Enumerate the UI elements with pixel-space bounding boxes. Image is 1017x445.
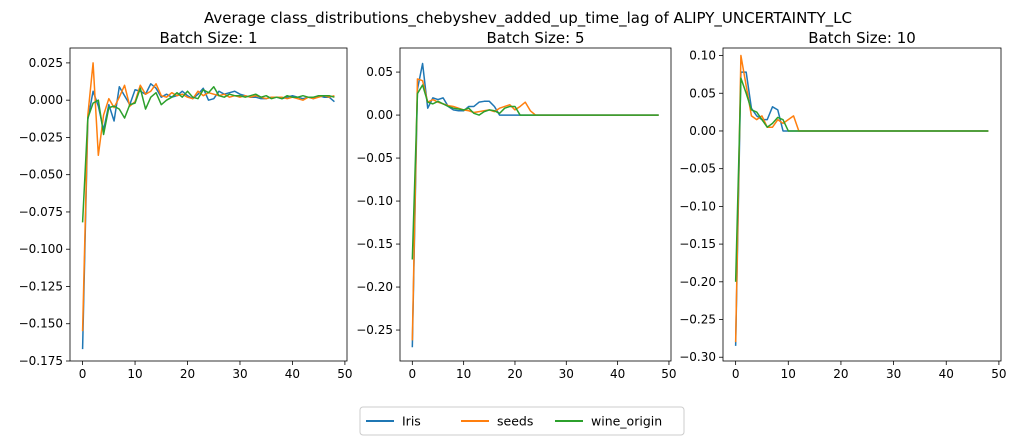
x-tick-label: 20 [507,367,522,381]
subplot-title: Batch Size: 1 [159,29,257,47]
legend-item: Iris [366,414,421,429]
y-tick-label: 0.05 [366,65,393,79]
series-group [411,62,659,348]
y-tick-label: −0.20 [679,275,716,289]
x-tick-label: 10 [456,367,471,381]
y-tick-label: −0.15 [679,237,716,251]
axes-frame [722,47,1002,362]
subplot-2: Batch Size: 5 0 10 20 30 40 50 −0.25 −0.20 −0.15 −… [356,29,676,381]
y-tick-label: −0.175 [19,354,63,368]
legend-label: wine_origin [591,414,662,429]
y-tick-label: 0.000 [29,93,63,107]
axes-frame [399,47,672,362]
x-tick-label: 10 [781,367,796,381]
series-line-seeds [411,78,659,341]
series-line-wine-origin [734,77,989,282]
subplot-title: Batch Size: 10 [808,29,916,47]
x-tick-label: 40 [285,367,300,381]
y-tick-label: −0.20 [356,280,393,294]
series-line-iris [81,83,335,350]
subplot-1: Batch Size: 1 0 10 20 30 40 50 −0.175 −0.150 −0.1… [19,29,353,381]
x-tick-label: 40 [939,367,954,381]
subplot-title: Batch Size: 5 [486,29,584,47]
y-tick-label: 0.10 [689,49,716,63]
x-tick-label: 50 [661,367,676,381]
series-line-seeds [81,62,335,332]
legend-box [359,406,685,436]
legend-item: wine_origin [555,414,662,429]
axes-frame [69,47,348,362]
y-tick-label: −0.075 [19,205,63,219]
series-line-wine-origin [411,84,659,260]
y-tick-label: 0.025 [29,56,63,70]
series-group [81,62,335,350]
y-tick-label: 0.00 [366,108,393,122]
y-tick-label: −0.30 [679,350,716,364]
x-tick-label: 10 [127,367,142,381]
x-tick-label: 30 [232,367,247,381]
y-tick-label: −0.15 [356,237,393,251]
y-tick-label: −0.25 [679,313,716,327]
x-tick-label: 20 [180,367,195,381]
legend-label: seeds [497,414,533,429]
x-tick-label: 30 [886,367,901,381]
y-tick-label: 0.00 [689,124,716,138]
y-tick-label: 0.05 [689,86,716,100]
series-line-wine-origin [81,86,335,223]
y-tick-label: −0.125 [19,279,63,293]
x-tick-label: 50 [337,367,352,381]
y-tick-label: −0.10 [679,199,716,213]
figure-suptitle: Average class_distributions_chebyshev_ad… [204,9,852,28]
y-tick-label: −0.25 [356,323,393,337]
y-tick-label: −0.10 [356,194,393,208]
y-tick-label: −0.050 [19,168,63,182]
x-tick-label: 0 [408,367,416,381]
x-tick-label: 0 [732,367,740,381]
legend-label: Iris [402,414,421,429]
legend: Iris seeds wine_origin [359,406,685,436]
x-tick-label: 0 [79,367,87,381]
legend-item: seeds [461,414,533,429]
x-tick-label: 50 [991,367,1006,381]
subplot-3: Batch Size: 10 0 10 20 30 40 50 −0.30 −0.25 −0.20… [679,29,1006,381]
series-line-seeds [734,54,989,343]
y-tick-label: −0.05 [356,151,393,165]
y-tick-label: −0.025 [19,130,63,144]
series-group [734,54,989,346]
subplots: Batch Size: 10 10 20 30 40 50−0.175−0.150−0.1… [19,29,1007,381]
y-tick-label: −0.100 [19,242,63,256]
x-tick-label: 40 [610,367,625,381]
x-tick-label: 20 [833,367,848,381]
y-tick-label: −0.150 [19,317,63,331]
x-tick-label: 30 [559,367,574,381]
y-tick-label: −0.05 [679,162,716,176]
series-line-iris [734,71,989,346]
